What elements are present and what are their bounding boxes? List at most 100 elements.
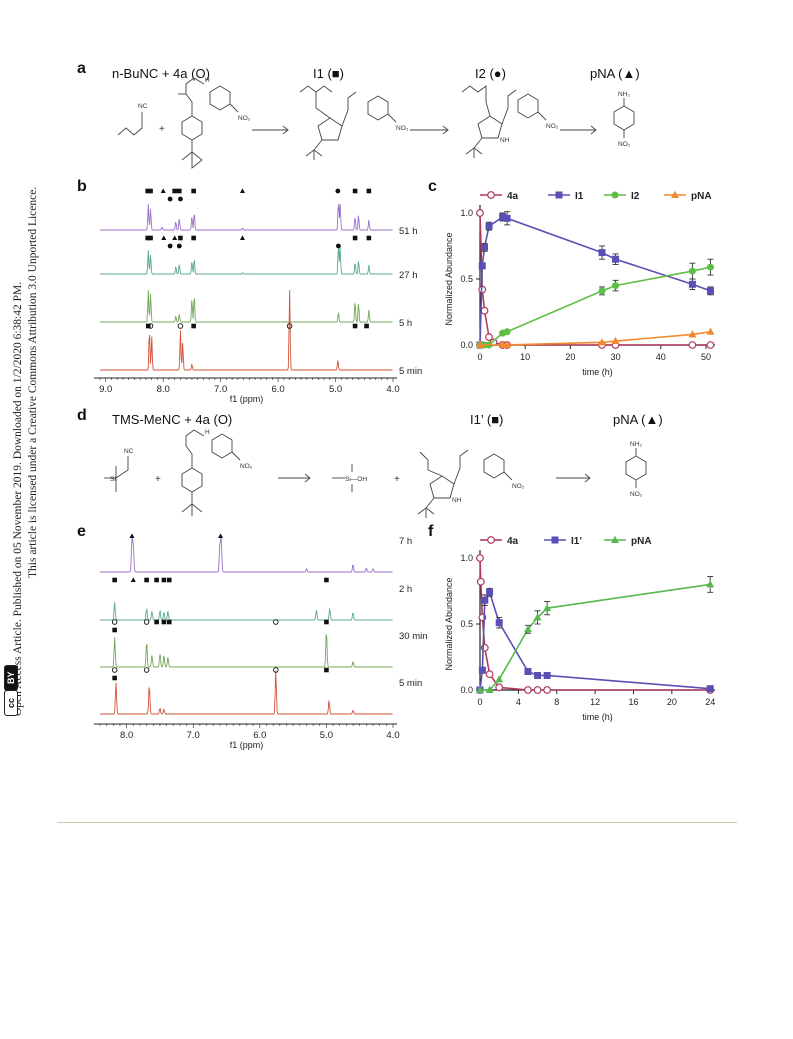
x-tick-label: 24: [705, 697, 715, 707]
nmr-marker-triangle: [239, 235, 245, 240]
nmr-marker-square: [364, 323, 369, 329]
data-point-4a: [688, 341, 697, 349]
nmr-marker-square: [154, 577, 159, 583]
x-tick-label: 50: [701, 352, 711, 362]
nmr-axis-label: f1 (ppm): [230, 740, 264, 750]
data-point-pNA: [523, 625, 532, 633]
data-point-I2: [598, 287, 606, 295]
nmr-tick-label: 8.0: [157, 384, 170, 395]
panel-e-label: e: [77, 523, 86, 540]
panel-d-structures: NC Si + H NO₂ Si—OH + NH NO₂ NH₂ NO₂: [104, 429, 647, 518]
nmr-marker-triangle: [130, 577, 136, 582]
nmr-marker-circle: [167, 243, 173, 249]
data-point-I1: [706, 287, 714, 295]
nmr-marker-circle: [176, 243, 182, 249]
legend-label: I1’: [571, 536, 582, 547]
nmr-marker-square: [166, 577, 172, 583]
a-h-text: H: [205, 77, 210, 84]
panel-d-i1p: I1’ (■): [470, 412, 504, 427]
nmr-marker-square: [166, 619, 172, 625]
data-point-pNA: [706, 327, 715, 335]
data-point-pNA: [543, 603, 552, 612]
panel-e-nmr: 7 h 2 h 30 min 5 min 8.0 7.0 6.0 5.0 4.0 f1 (ppm): [94, 533, 428, 750]
nmr-spectrum-trace: [100, 602, 393, 621]
nmr-marker-circle: [336, 243, 341, 249]
data-point-I1’: [495, 619, 503, 627]
panel-c-label: c: [428, 178, 437, 195]
legend-marker: [551, 536, 559, 544]
nmr-tick-label: 7.0: [187, 730, 200, 741]
legend-label: I2: [631, 191, 640, 202]
legend-marker: [555, 191, 563, 199]
data-point-4a: [485, 333, 493, 341]
data-point-pNA: [476, 685, 484, 693]
nmr-marker-triangle: [239, 188, 245, 193]
nmr-marker-square: [191, 235, 196, 241]
nmr-tick-label: 8.0: [120, 730, 133, 741]
nmr-axis-label: f1 (ppm): [230, 394, 264, 404]
data-point-4a: [476, 577, 485, 586]
nmr-marker-open-circle: [143, 667, 150, 673]
d-plus2: +: [394, 474, 400, 485]
nmr-spectrum-trace: [100, 634, 393, 668]
data-point-I2: [688, 267, 696, 275]
panel-a-pna: pNA (▲): [590, 66, 640, 81]
nmr-marker-triangle: [129, 533, 135, 538]
x-tick-label: 40: [656, 352, 666, 362]
nmr-marker-open-circle: [143, 619, 150, 625]
data-point-pNA: [503, 340, 512, 348]
legend-label: 4a: [507, 536, 519, 547]
legend-marker: [487, 536, 495, 544]
i1-no2-text: NO₂: [396, 125, 409, 132]
data-point-I1’: [706, 685, 714, 693]
a-plus: +: [159, 124, 165, 135]
i1p-nh-text: NH: [452, 497, 462, 504]
legend-marker: [671, 190, 679, 198]
nmr-marker-square: [352, 235, 358, 241]
data-point-pNA: [476, 340, 484, 348]
series-line-I1’: [479, 590, 711, 691]
nmr-spectrum-trace: [100, 290, 393, 324]
data-point-I1: [499, 213, 507, 221]
panel-a-label: a: [77, 60, 86, 77]
data-point-I1: [612, 255, 620, 263]
data-point-I2: [612, 282, 620, 290]
data-point-I1’: [481, 596, 489, 604]
data-point-pNA: [598, 338, 607, 346]
data-point-I1: [478, 262, 486, 270]
nmr-marker-square: [352, 188, 358, 194]
x-tick-label: 20: [565, 352, 575, 362]
data-point-4a: [524, 686, 532, 694]
nmr-marker-open-circle: [273, 667, 279, 673]
nmr-time-label: 5 min: [399, 366, 422, 377]
nmr-tick-label: 7.0: [214, 384, 227, 395]
x-tick-label: 12: [590, 697, 600, 707]
nmr-marker-circle: [178, 196, 183, 202]
data-point-I1’: [543, 671, 551, 679]
y-tick-label: 0.0: [460, 685, 473, 695]
nmr-tick-label: 6.0: [271, 384, 284, 395]
data-point-I1: [688, 280, 696, 288]
nmr-spectrum-trace: [100, 247, 393, 275]
nmr-marker-open-circle: [286, 323, 293, 329]
panel-a-i2: I2 (●): [475, 66, 506, 81]
d-plus1: +: [155, 474, 161, 485]
panel-d-pna: pNA (▲): [613, 412, 663, 427]
panel-f-chart: 0 4 8 12 16 20 24 0.0 0.5 1.0 time (h) Normalized A…: [444, 535, 715, 722]
nmr-tick-label: 5.0: [320, 730, 333, 741]
x-tick-label: 10: [520, 352, 530, 362]
nmr-marker-circle: [167, 196, 173, 202]
data-point-I1: [485, 222, 493, 230]
legend-marker: [611, 191, 619, 199]
nmr-spectrum-trace: [100, 203, 393, 231]
data-point-pNA: [688, 330, 697, 338]
legend-label: pNA: [691, 191, 712, 202]
nmr-marker-square: [324, 577, 329, 583]
data-point-pNA: [706, 580, 715, 588]
data-point-I1: [598, 249, 606, 257]
data-point-pNA: [495, 675, 504, 683]
data-point-4a: [476, 554, 484, 562]
nmr-time-label: 51 h: [399, 226, 418, 237]
d-no2-text: NO₂: [240, 463, 253, 470]
nmr-marker-triangle: [218, 533, 224, 538]
